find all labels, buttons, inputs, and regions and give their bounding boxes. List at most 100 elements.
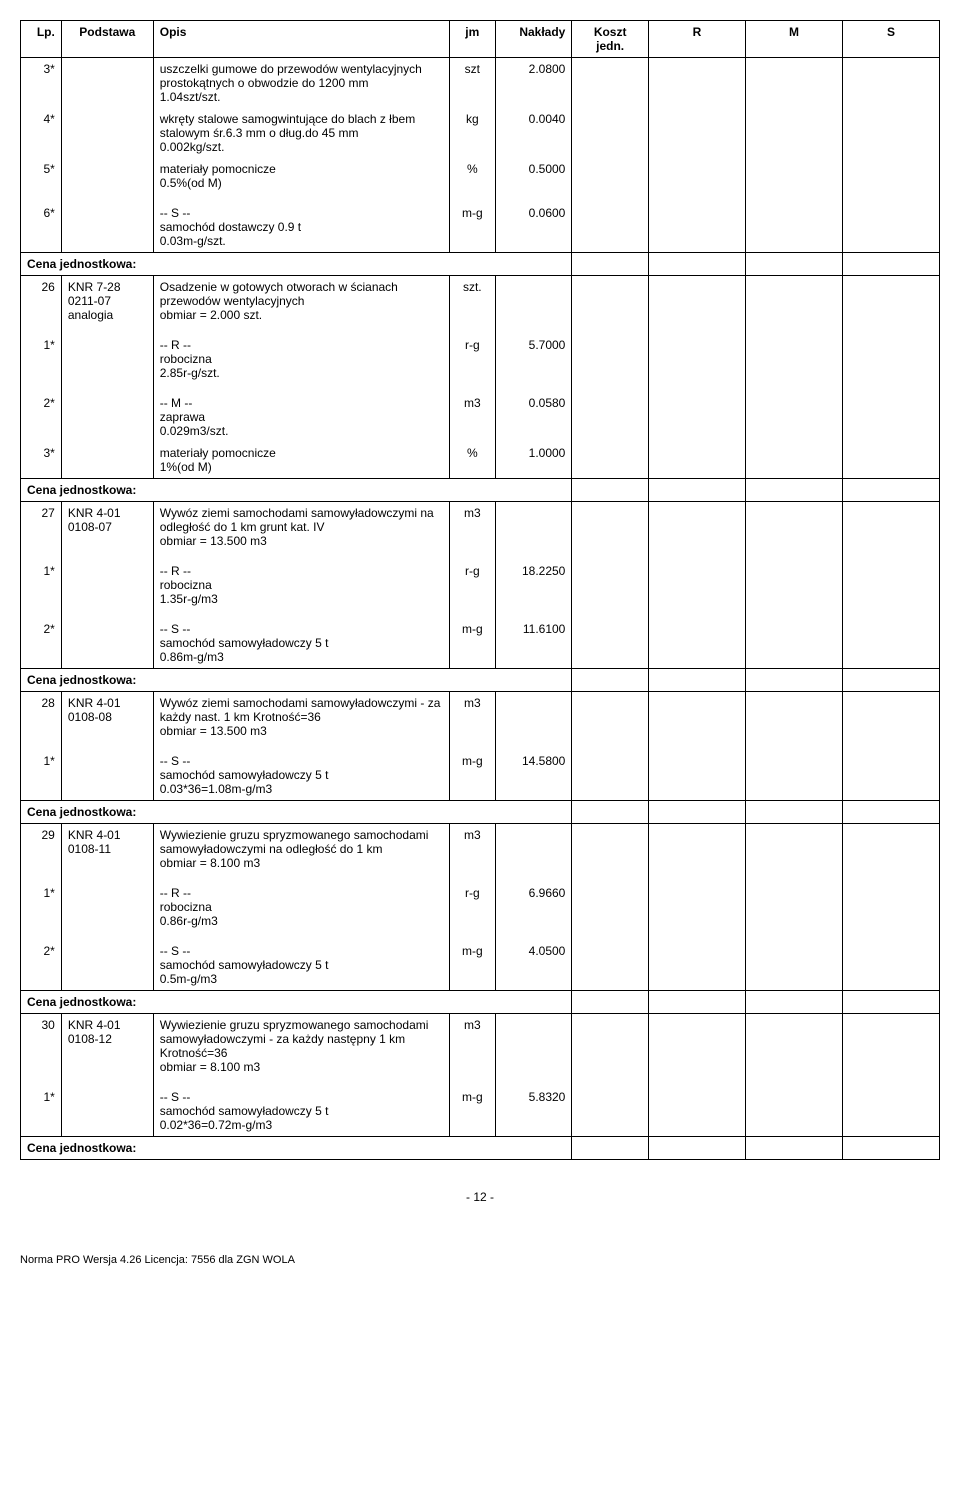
cell-s	[842, 202, 939, 253]
footer-text: Norma PRO Wersja 4.26 Licencja: 7556 dla…	[20, 1254, 940, 1266]
cell-naklady	[495, 552, 572, 560]
cell-jm	[449, 610, 495, 618]
cell-lp: 1*	[21, 1086, 62, 1137]
header-lp: Lp.	[21, 21, 62, 58]
cell-s	[842, 442, 939, 479]
table-row	[21, 194, 940, 202]
cell-jm: m3	[449, 502, 495, 553]
cell-jm: %	[449, 442, 495, 479]
cell-podstawa	[61, 560, 153, 610]
cell-s	[842, 326, 939, 334]
cell-m	[745, 58, 842, 109]
cell-podstawa	[61, 108, 153, 158]
table-row	[21, 874, 940, 882]
cell-r	[648, 1137, 745, 1160]
cell-koszt	[572, 334, 649, 384]
cell-r	[648, 824, 745, 875]
cell-podstawa	[61, 58, 153, 109]
cell-koszt	[572, 392, 649, 442]
cell-lp: 1*	[21, 334, 62, 384]
cell-opis: -- S -- samochód samowyładowczy 5 t 0.86…	[153, 618, 449, 669]
cell-s	[842, 874, 939, 882]
cell-lp: 2*	[21, 392, 62, 442]
group-row: 28KNR 4-01 0108-08Wywóz ziemi samochodam…	[21, 692, 940, 743]
cell-opis: wkręty stalowe samogwintujące do blach z…	[153, 108, 449, 158]
cell-s	[842, 276, 939, 327]
cell-podstawa	[61, 392, 153, 442]
cell-naklady	[495, 326, 572, 334]
cell-podstawa	[61, 874, 153, 882]
cell-s	[842, 392, 939, 442]
cena-label: Cena jednostkowa:	[21, 1137, 572, 1160]
cell-naklady: 0.0600	[495, 202, 572, 253]
cell-jm: m-g	[449, 202, 495, 253]
cell-s	[842, 742, 939, 750]
cell-jm: m-g	[449, 618, 495, 669]
cell-podstawa	[61, 442, 153, 479]
cell-s	[842, 940, 939, 991]
cell-r	[648, 326, 745, 334]
cell-m	[745, 334, 842, 384]
cell-naklady	[495, 1014, 572, 1079]
cell-s	[842, 58, 939, 109]
cell-koszt	[572, 1137, 649, 1160]
cell-jm	[449, 1078, 495, 1086]
cell-naklady: 1.0000	[495, 442, 572, 479]
cell-r	[648, 618, 745, 669]
cell-koszt	[572, 801, 649, 824]
cell-podstawa	[61, 618, 153, 669]
cell-naklady: 5.7000	[495, 334, 572, 384]
cell-podstawa	[61, 194, 153, 202]
cell-lp	[21, 610, 62, 618]
cell-opis: Wywiezienie gruzu spryzmowanego samochod…	[153, 824, 449, 875]
cell-koszt	[572, 750, 649, 801]
cell-opis: Wywóz ziemi samochodami samowyładowczymi…	[153, 692, 449, 743]
table-row: 4* wkręty stalowe samogwintujące do blach…	[21, 108, 940, 158]
cell-s	[842, 334, 939, 384]
cena-label: Cena jednostkowa:	[21, 253, 572, 276]
table-row	[21, 932, 940, 940]
cell-jm	[449, 742, 495, 750]
cell-opis: -- R -- robocizna 0.86r-g/m3	[153, 882, 449, 932]
cell-podstawa: KNR 4-01 0108-12	[61, 1014, 153, 1079]
cell-naklady: 0.0040	[495, 108, 572, 158]
cell-koszt	[572, 442, 649, 479]
cell-m	[745, 874, 842, 882]
table-row	[21, 1078, 940, 1086]
table-row	[21, 742, 940, 750]
cell-s	[842, 1014, 939, 1079]
cell-koszt	[572, 882, 649, 932]
table-row: 2*-- S -- samochód samowyładowczy 5 t 0.…	[21, 940, 940, 991]
cell-opis	[153, 874, 449, 882]
cell-r	[648, 882, 745, 932]
cell-lp	[21, 874, 62, 882]
cell-lp: 6*	[21, 202, 62, 253]
cell-r	[648, 932, 745, 940]
cell-lp: 4*	[21, 108, 62, 158]
cell-r	[648, 801, 745, 824]
cell-m	[745, 392, 842, 442]
cell-r	[648, 874, 745, 882]
cell-s	[842, 669, 939, 692]
cell-opis: materiały pomocnicze 0.5%(od M)	[153, 158, 449, 194]
cena-label: Cena jednostkowa:	[21, 801, 572, 824]
cell-naklady: 18.2250	[495, 560, 572, 610]
cell-r	[648, 742, 745, 750]
cell-m	[745, 742, 842, 750]
cell-lp: 1*	[21, 750, 62, 801]
cost-table: Lp. Podstawa Opis jm Nakłady Koszt jedn.…	[20, 20, 940, 1160]
cena-row: Cena jednostkowa:	[21, 669, 940, 692]
cell-podstawa	[61, 334, 153, 384]
cell-jm: m-g	[449, 750, 495, 801]
header-m: M	[745, 21, 842, 58]
cell-koszt	[572, 158, 649, 194]
cell-r	[648, 560, 745, 610]
cell-opis: -- M -- zaprawa 0.029m3/szt.	[153, 392, 449, 442]
cell-podstawa	[61, 1078, 153, 1086]
cell-jm	[449, 932, 495, 940]
cell-r	[648, 750, 745, 801]
cell-naklady	[495, 1078, 572, 1086]
cell-m	[745, 1137, 842, 1160]
cell-opis: -- R -- robocizna 1.35r-g/m3	[153, 560, 449, 610]
cell-podstawa: KNR 4-01 0108-08	[61, 692, 153, 743]
